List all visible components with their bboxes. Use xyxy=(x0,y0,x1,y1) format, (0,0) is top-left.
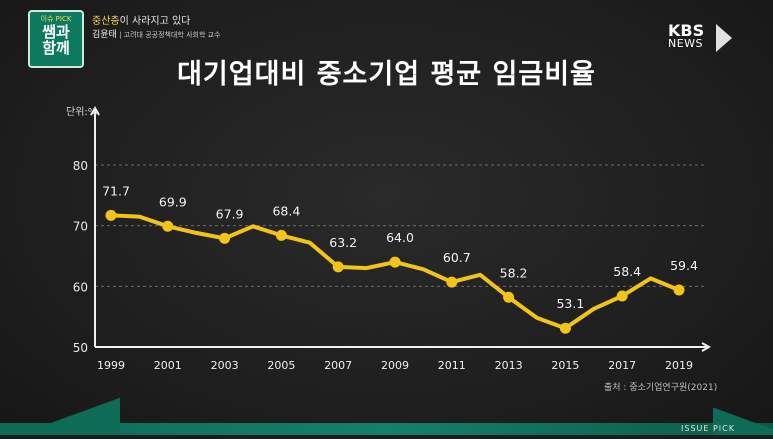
data-label: 67.9 xyxy=(216,206,244,221)
x-tick-label: 2019 xyxy=(665,359,693,372)
label-layer: 71.7 69.9 67.9 68.4 63.2 64.0 60.7 58.2 53.1 58.4… xyxy=(102,183,698,311)
headline-caption: 중산층이 사라지고 있다 xyxy=(92,12,190,27)
bottom-trim xyxy=(0,423,773,435)
data-point xyxy=(673,284,685,296)
data-label: 63.2 xyxy=(329,235,357,250)
unit-label: 단위:% xyxy=(66,105,97,118)
y-tick-label: 80 xyxy=(73,159,88,173)
chart-title: 대기업대비 중소기업 평균 임금비율 xyxy=(177,59,596,90)
x-tick-label: 2003 xyxy=(211,359,239,372)
footer-label: ISSUE PICK xyxy=(681,424,735,433)
y-tick-label: 50 xyxy=(73,341,88,355)
program-logo-line-2: 함께 xyxy=(42,39,70,57)
broadcaster-sub: NEWS xyxy=(668,37,704,50)
x-tick-label: 2009 xyxy=(381,359,409,372)
data-label: 71.7 xyxy=(102,183,130,198)
x-tick-label: 2007 xyxy=(324,359,352,372)
broadcaster-logo: KBS NEWS xyxy=(668,21,705,51)
x-tick-label: 1999 xyxy=(97,359,125,372)
y-axis-arrow-icon xyxy=(90,105,100,116)
data-point xyxy=(275,229,287,241)
data-label: 64.0 xyxy=(386,230,414,245)
data-label: 69.9 xyxy=(159,194,187,209)
x-tick-label: 2013 xyxy=(495,359,523,372)
headline-highlight: 중산층 xyxy=(92,16,120,27)
axis-layer: 50 60 70 80 단위:% 1999 2001 2003 2005 2007 2009 2011… xyxy=(66,105,712,372)
series-layer xyxy=(105,209,685,334)
program-logo: 이슈 PICK 쌤과 함께 xyxy=(28,10,84,68)
data-label: 53.1 xyxy=(556,296,584,311)
x-tick-label: 2017 xyxy=(608,359,636,372)
program-logo-line-1: 쌤과 xyxy=(42,23,70,41)
data-label: 60.7 xyxy=(443,250,471,265)
program-logo-tag: 이슈 PICK xyxy=(40,15,72,23)
y-tick-label: 60 xyxy=(73,280,88,294)
data-point xyxy=(105,209,117,221)
data-point xyxy=(446,276,458,288)
speaker-title: 고려대 공공정책대학 사회학 교수 xyxy=(123,31,221,39)
data-point xyxy=(503,291,515,303)
speaker-name: 김윤태 xyxy=(92,30,117,40)
headline-rest: 이 사라지고 있다 xyxy=(119,16,191,27)
x-tick-label: 2005 xyxy=(267,359,295,372)
broadcaster-arrow-icon xyxy=(716,24,732,52)
source-note: 출처 : 중소기업연구원(2021) xyxy=(604,383,718,393)
x-tick-label: 2015 xyxy=(551,359,579,372)
data-point xyxy=(162,220,174,232)
data-label: 58.2 xyxy=(500,265,528,280)
data-point xyxy=(332,261,344,273)
data-label: 58.4 xyxy=(613,264,641,279)
speaker-caption: 김윤태 | 고려대 공공정책대학 사회학 교수 xyxy=(92,30,221,40)
data-point xyxy=(616,290,628,302)
bottom-trim-left xyxy=(0,395,120,435)
x-axis-arrow-icon xyxy=(701,342,712,352)
data-point xyxy=(559,322,571,334)
data-point xyxy=(389,256,401,268)
x-tick-label: 2001 xyxy=(154,359,182,372)
data-point xyxy=(219,232,231,244)
data-label: 68.4 xyxy=(272,203,300,218)
data-label: 59.4 xyxy=(670,258,698,273)
broadcaster-name: KBS xyxy=(668,21,705,40)
x-tick-label: 2011 xyxy=(438,359,466,372)
y-tick-label: 70 xyxy=(73,220,88,234)
bottom-trim-right xyxy=(713,395,773,435)
